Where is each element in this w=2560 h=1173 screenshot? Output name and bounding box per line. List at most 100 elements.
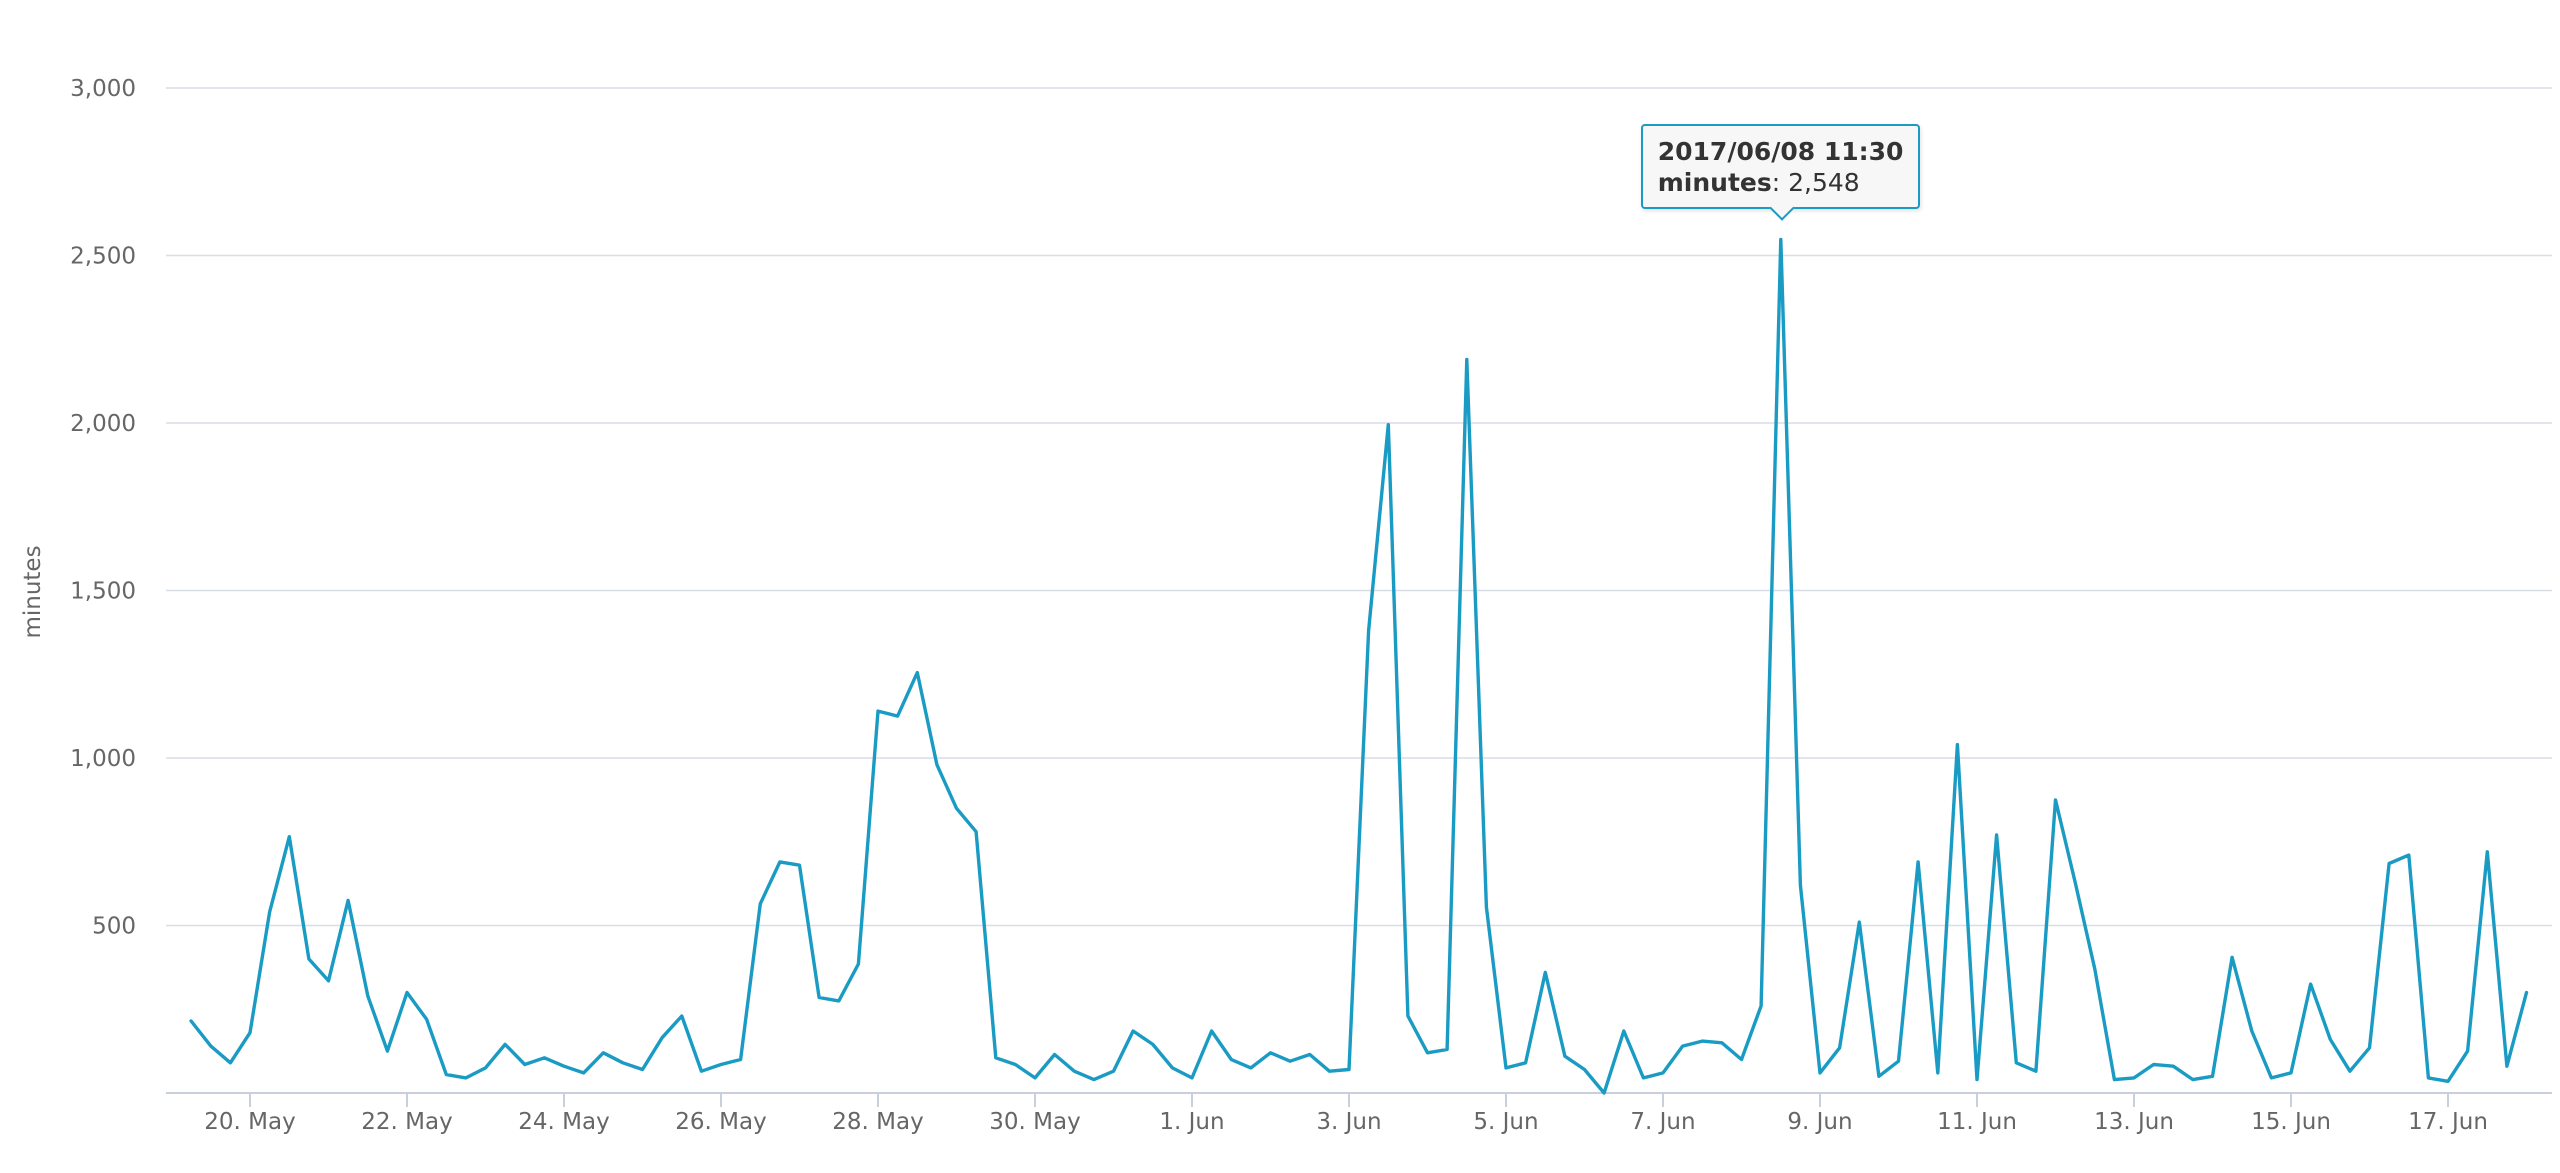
tooltip-date: 2017/06/08 11:30 [1657, 137, 1904, 167]
y-tick-label: 1,000 [70, 746, 136, 772]
data-point [1817, 1070, 1823, 1076]
data-point [2053, 797, 2059, 803]
data-point [1464, 356, 1470, 362]
data-point [1032, 1075, 1038, 1081]
data-point [365, 993, 371, 999]
x-tick-label: 28. May [832, 1109, 923, 1135]
gridlines [166, 87, 2552, 927]
data-point [1425, 1050, 1431, 1056]
data-point [2072, 879, 2078, 885]
y-tick-label: 3,000 [70, 76, 136, 102]
data-point [2210, 1073, 2216, 1079]
data-point [1150, 1041, 1156, 1047]
x-tick-label: 13. Jun [2094, 1109, 2174, 1135]
data-point [1994, 832, 2000, 838]
data-point [2033, 1068, 2039, 1074]
data-point [1012, 1062, 1018, 1068]
data-point [2268, 1075, 2274, 1081]
data-point [502, 1041, 508, 1047]
data-point [2386, 861, 2392, 867]
data-point [424, 1016, 430, 1022]
data-point [679, 1013, 685, 1019]
data-point [2092, 966, 2098, 972]
data-point [954, 805, 960, 811]
y-tick-label: 2,000 [70, 411, 136, 437]
data-point [1071, 1068, 1077, 1074]
y-tick-label: 2,500 [70, 244, 136, 270]
data-point [855, 961, 861, 967]
x-tick-label: 1. Jun [1159, 1109, 1224, 1135]
data-point [463, 1075, 469, 1081]
data-point [404, 990, 410, 996]
data-point [1601, 1090, 1607, 1096]
x-tick-label: 26. May [675, 1109, 766, 1135]
data-point [797, 862, 803, 868]
data-point [640, 1067, 646, 1073]
data-point [1758, 1003, 1764, 1009]
data-point [188, 1018, 194, 1024]
data-point [738, 1057, 744, 1063]
data-point [698, 1068, 704, 1074]
data-point [443, 1072, 449, 1078]
data-point [208, 1043, 214, 1049]
data-point [1503, 1065, 1509, 1071]
data-point [1248, 1065, 1254, 1071]
data-point [659, 1035, 665, 1041]
data-point [522, 1062, 528, 1068]
data-point [247, 1030, 253, 1036]
data-point [2170, 1063, 2176, 1069]
data-point [1444, 1047, 1450, 1053]
data-point [1405, 1013, 1411, 1019]
x-tick-label: 17. Jun [2408, 1109, 2488, 1135]
data-point [2406, 852, 2412, 858]
data-point [757, 901, 763, 907]
y-axis-labels: 500 1,000 1,500 2,000 2,500 3,000 [70, 76, 136, 940]
data-point [286, 834, 292, 840]
tooltip-value: 2,548 [1788, 168, 1860, 198]
data-point [1268, 1050, 1274, 1056]
data-point [1739, 1057, 1745, 1063]
x-tick-label: 22. May [361, 1109, 452, 1135]
data-point [2445, 1078, 2451, 1084]
x-tick-label: 5. Jun [1473, 1109, 1538, 1135]
data-point [1640, 1075, 1646, 1081]
data-point [2347, 1068, 2353, 1074]
data-point [1287, 1058, 1293, 1064]
data-point [2465, 1048, 2471, 1054]
data-point [1837, 1045, 1843, 1051]
data-point [1366, 628, 1372, 634]
data-point [1974, 1077, 1980, 1083]
data-point [1228, 1057, 1234, 1063]
y-tick-label: 1,500 [70, 579, 136, 605]
data-point [2524, 990, 2530, 996]
data-point [718, 1062, 724, 1068]
data-point [227, 1060, 233, 1066]
series-line-minutes[interactable] [189, 237, 2529, 1095]
data-point [2484, 849, 2490, 855]
data-point [875, 708, 881, 714]
data-point [2367, 1045, 2373, 1051]
x-tick-label: 7. Jun [1630, 1109, 1695, 1135]
data-point [1582, 1067, 1588, 1073]
data-point [895, 713, 901, 719]
data-point [1719, 1040, 1725, 1046]
data-point [1169, 1065, 1175, 1071]
data-point [973, 829, 979, 835]
data-point [1915, 859, 1921, 865]
data-point [1896, 1058, 1902, 1064]
data-point [267, 909, 273, 915]
series-points [188, 236, 2529, 1096]
data-point [993, 1055, 999, 1061]
data-point [1483, 904, 1489, 910]
data-point [1326, 1068, 1332, 1074]
data-point [1856, 919, 1862, 925]
y-tick-label: 500 [92, 914, 136, 940]
data-point [1778, 236, 1784, 242]
data-point [2327, 1036, 2333, 1042]
data-point [2229, 954, 2235, 960]
data-point [1307, 1052, 1313, 1058]
data-point [1660, 1070, 1666, 1076]
data-point [306, 956, 312, 962]
data-point [2111, 1077, 2117, 1083]
